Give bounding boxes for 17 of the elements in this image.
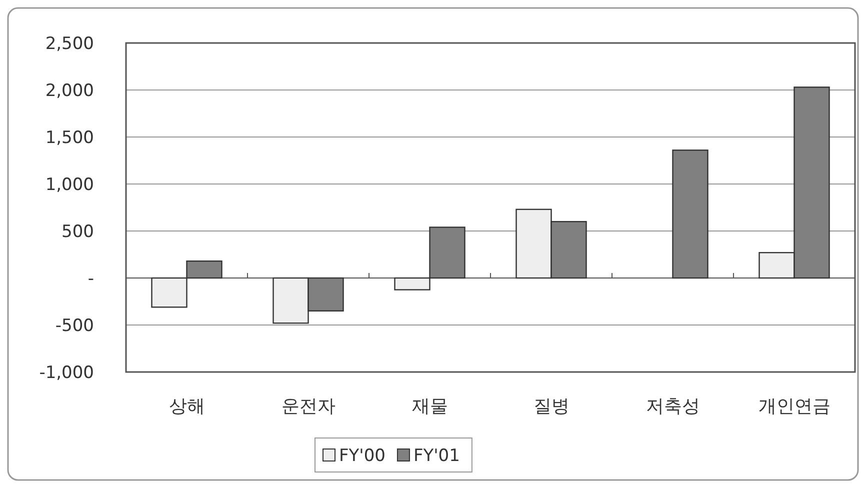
y-tick-label: 500 xyxy=(62,222,94,242)
x-tick-label: 저축성 xyxy=(646,396,700,417)
y-tick-label: -1,000 xyxy=(39,363,94,383)
y-tick-label: 2,000 xyxy=(45,81,94,101)
x-tick-label: 상해 xyxy=(168,396,205,417)
x-tick-label: 질병 xyxy=(533,396,570,417)
x-tick-label: 개인연금 xyxy=(758,396,830,417)
x-tick-label: 운전자 xyxy=(281,396,336,417)
x-tick-label: 재물 xyxy=(412,396,448,417)
legend-label: FY'01 xyxy=(413,446,460,466)
y-tick-label: - xyxy=(88,269,94,289)
y-tick-label: 1,000 xyxy=(45,175,94,195)
y-tick-label: 2,500 xyxy=(45,34,94,54)
legend-label: FY'00 xyxy=(339,446,386,466)
bar xyxy=(672,150,708,279)
y-tick-label: 1,500 xyxy=(45,128,94,148)
y-tick-label: -500 xyxy=(55,316,94,336)
